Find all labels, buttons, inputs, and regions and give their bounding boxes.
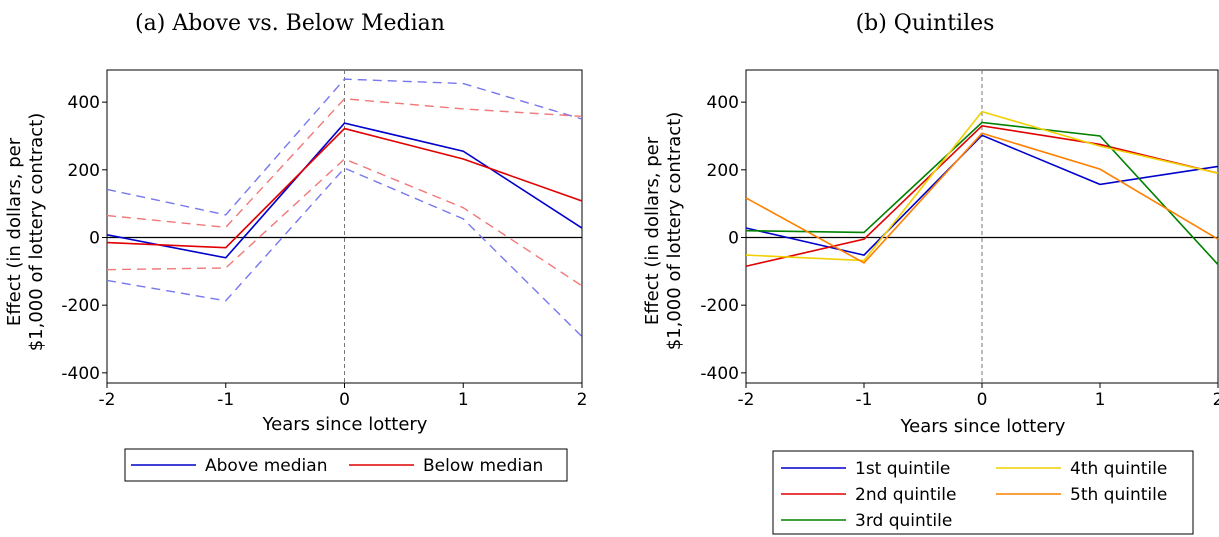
legend-1st-quintile-label: 1st quintile <box>855 459 950 479</box>
panel-a-x-tick-label: 1 <box>458 390 469 410</box>
panel-a-y-tick-label: 200 <box>68 161 100 181</box>
panel-b-series-line-3 <box>745 121 1219 266</box>
panel-a-series-line-2 <box>106 127 583 249</box>
legend-4th-quintile-label: 4th quintile <box>1070 459 1167 479</box>
panel-b-series-line-5 <box>745 132 1219 264</box>
panel-b-x-tick-label: 1 <box>1095 390 1106 410</box>
panel-b-y-axis-label-line-1: Effect (in dollars, per <box>642 136 663 325</box>
panel-a-y-axis-label-line-1: Effect (in dollars, per <box>4 137 25 326</box>
panel-a-y-axis-label: Effect (in dollars, per $1,000 of lotter… <box>4 113 47 352</box>
panel-b-y-tick-label: 0 <box>728 228 739 248</box>
panel-b-series-line-2 <box>745 124 1219 268</box>
panel-a-y-tick-label: 0 <box>89 228 100 248</box>
panel-a-plot-area: -400 -200 0 200 400 -2 -1 0 1 2 <box>61 69 588 410</box>
legend-2nd-quintile-label: 2nd quintile <box>855 485 956 505</box>
panel-a-legend: Above median Below median <box>124 448 568 482</box>
panel-b-y-tick-label: -200 <box>700 296 739 316</box>
panel-b-plot-area: -400 -200 0 200 400 -2 -1 0 1 2 <box>700 69 1219 410</box>
panel-a-ci-lower-1 <box>106 167 583 338</box>
panel-b-y-axis-label: Effect (in dollars, per $1,000 of lotter… <box>642 112 685 351</box>
panel-a-x-axis-label: Years since lottery <box>262 414 428 435</box>
panel-quintiles: (b) Quintiles -400 -200 0 200 400 -2 -1 0 1 2 Yea… <box>642 11 1219 535</box>
panel-b-x-axis-label: Years since lottery <box>900 416 1066 437</box>
panel-above-below-median: (a) Above vs. Below Median -400 -200 0 200 4… <box>4 11 588 482</box>
panel-b-title: (b) Quintiles <box>856 11 995 36</box>
panel-b-x-tick-label: 0 <box>977 390 988 410</box>
panel-a-title: (a) Above vs. Below Median <box>135 11 445 36</box>
panel-a-ci-lower-2 <box>106 158 583 287</box>
panel-a-y-tick-label: -200 <box>61 296 100 316</box>
panel-b-y-tick-label: -400 <box>700 364 739 384</box>
legend-5th-quintile-label: 5th quintile <box>1070 485 1167 505</box>
panel-b-x-tick-label: 2 <box>1213 390 1219 410</box>
panel-a-series-line-1 <box>106 122 583 259</box>
panel-b-y-axis-label-line-2: $1,000 of lottery contract) <box>664 112 685 351</box>
panel-b-y-tick-label: 200 <box>707 161 739 181</box>
panel-a-ci-upper-1 <box>106 78 583 216</box>
panel-a-x-tick-label: -2 <box>99 390 116 410</box>
panel-a-x-tick-label: -1 <box>217 390 234 410</box>
panel-a-x-tick-label: 2 <box>577 390 588 410</box>
panel-a-y-axis-label-line-2: $1,000 of lottery contract) <box>26 113 47 352</box>
panel-b-legend: 1st quintile 2nd quintile 3rd quintile 4th … <box>772 450 1194 535</box>
panel-b-y-tick-label: 400 <box>707 93 739 113</box>
panel-a-ci-upper-2 <box>106 98 583 229</box>
panel-b-x-tick-label: -1 <box>856 390 873 410</box>
legend-3rd-quintile-label: 3rd quintile <box>855 511 952 531</box>
panel-a-y-tick-label: -400 <box>61 364 100 384</box>
panel-a-y-tick-label: 400 <box>68 93 100 113</box>
panel-a-x-tick-label: 0 <box>339 390 350 410</box>
panel-b-series-line-4 <box>745 110 1219 262</box>
legend-below-median-label: Below median <box>423 456 543 476</box>
legend-above-median-label: Above median <box>205 456 327 476</box>
panel-b-x-tick-label: -2 <box>738 390 755 410</box>
